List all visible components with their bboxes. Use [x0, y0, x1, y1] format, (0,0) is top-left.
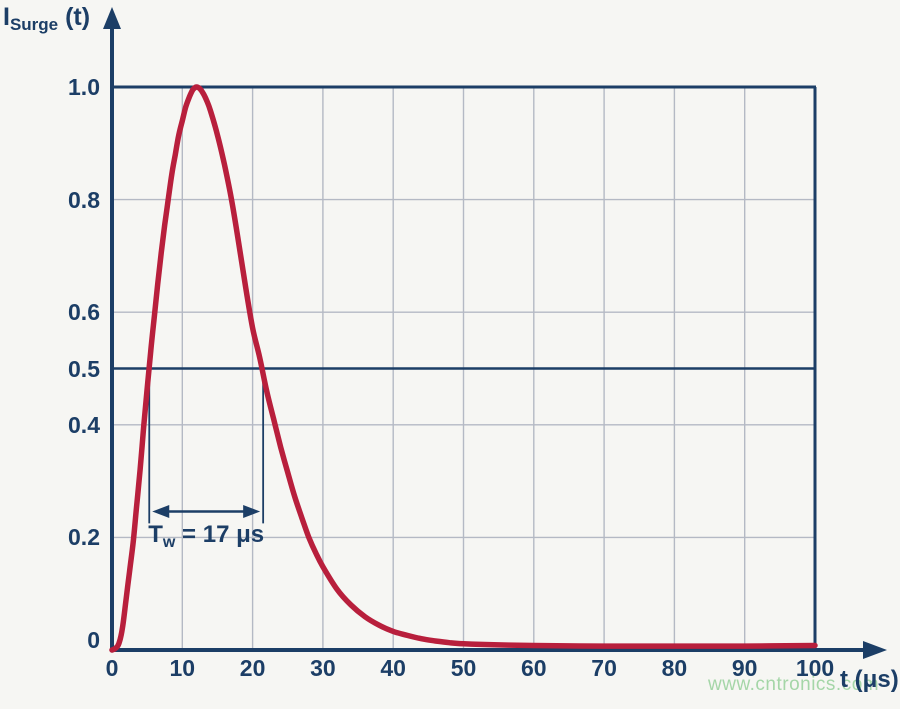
x-tick-label-100: 100 [795, 655, 835, 681]
pulse-width-label: Tw = 17 μs [148, 520, 264, 558]
pulse-width-subscript: w [162, 533, 176, 551]
y-tick-label-0.6: 0.6 [68, 299, 100, 326]
x-tick-label-10: 10 [169, 655, 196, 681]
x-tick-label-20: 20 [239, 655, 266, 681]
width-arrow-left-head-icon [152, 505, 170, 519]
y-tick-label-0.4: 0.4 [68, 411, 100, 438]
x-axis-title-symbol: t [840, 666, 848, 693]
y-tick-label-1.0: 1.0 [68, 74, 100, 100]
y-tick-label-0: 0 [87, 627, 100, 653]
pulse-width-symbol: T [148, 520, 163, 548]
y-tick-label-0.8: 0.8 [68, 186, 100, 213]
surge-current-curve [109, 84, 818, 653]
x-axis-arrow-icon [863, 641, 887, 659]
y-axis-title: ISurge (t) [3, 2, 90, 40]
y-axis-title-subscript: Surge [9, 15, 59, 34]
x-axis-title-suffix: (μs) [848, 666, 899, 693]
x-tick-label-30: 30 [310, 655, 336, 681]
x-tick-label-0: 0 [105, 655, 119, 681]
y-axis-title-symbol: I [3, 3, 10, 31]
x-tick-label-70: 70 [591, 655, 617, 681]
x-tick-label-50: 50 [450, 655, 477, 681]
y-axis-arrow-icon [103, 7, 121, 29]
pulse-width-value: = 17 μs [175, 520, 265, 548]
width-arrow-right-head-icon [243, 505, 261, 519]
y-tick-label-0.2: 0.2 [68, 524, 100, 551]
watermark: www.cntronics.com [708, 674, 880, 695]
x-axis-title: t (μs) [840, 666, 899, 694]
x-tick-label-40: 40 [380, 655, 406, 681]
x-tick-label-60: 60 [521, 655, 547, 681]
y-tick-label-0.5: 0.5 [68, 355, 100, 382]
y-axis-title-suffix: (t) [58, 3, 91, 31]
x-tick-label-90: 90 [731, 655, 758, 681]
x-tick-label-80: 80 [661, 655, 688, 681]
